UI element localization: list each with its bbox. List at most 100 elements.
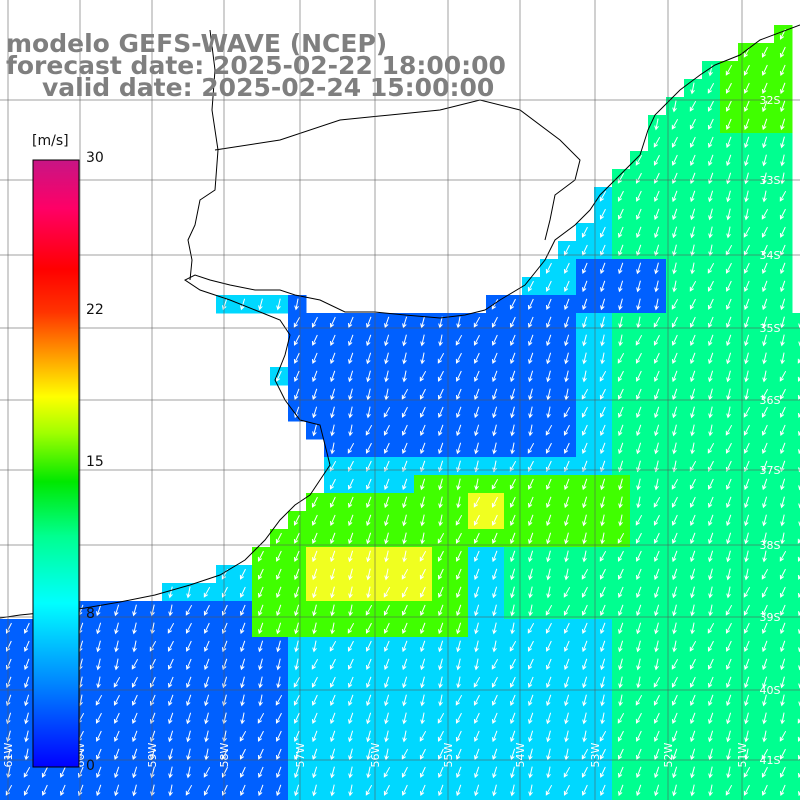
wind-arrow [329, 496, 336, 508]
wind-arrow [330, 784, 335, 797]
wind-arrow [600, 622, 606, 635]
wind-arrow [581, 226, 588, 238]
wind-arrow [780, 100, 786, 113]
wind-arrow [689, 514, 696, 527]
wind-arrow [492, 370, 498, 383]
wind-arrow [383, 784, 390, 796]
wind-arrow [635, 694, 643, 706]
wind-arrow [528, 334, 534, 347]
wind-arrow [258, 676, 263, 689]
wind-arrow [419, 550, 427, 562]
wind-arrow [276, 676, 281, 689]
wind-arrow [509, 460, 517, 472]
wind-arrow [330, 766, 335, 779]
wind-arrow [24, 748, 29, 761]
wind-arrow [527, 658, 534, 670]
wind-arrow [239, 568, 246, 580]
wind-arrow [708, 154, 714, 167]
wind-arrow [672, 190, 678, 203]
wind-arrow [780, 172, 785, 185]
wind-arrow [185, 784, 193, 796]
wind-arrow [725, 478, 732, 491]
wind-arrow [366, 334, 372, 347]
wind-arrow [618, 496, 623, 509]
wind-arrow [780, 694, 785, 707]
wind-arrow [744, 154, 750, 167]
wind-arrow [348, 568, 353, 581]
wind-arrow [744, 730, 749, 743]
wind-arrow [167, 658, 174, 670]
wind-arrow [743, 640, 750, 653]
wind-arrow [636, 676, 641, 689]
wind-arrow [618, 442, 624, 455]
wind-arrow [509, 316, 516, 328]
wind-arrow [366, 532, 372, 545]
wind-arrow [384, 388, 389, 401]
wind-arrow [635, 532, 642, 544]
wind-arrow [347, 676, 354, 689]
wind-arrow [546, 334, 552, 347]
wind-arrow [492, 766, 498, 779]
wind-arrow [491, 316, 498, 328]
wind-arrow [780, 298, 786, 311]
wind-arrow [546, 766, 551, 779]
latitude-label: 34S [760, 249, 781, 262]
wind-arrow [726, 154, 732, 167]
wind-arrow [366, 568, 371, 581]
wind-arrow [528, 586, 533, 599]
wind-arrow [761, 226, 768, 238]
wind-arrow [509, 496, 516, 508]
wind-arrow [437, 586, 444, 599]
wind-arrow [330, 748, 336, 761]
wind-arrow [600, 316, 605, 329]
wind-arrow [761, 406, 768, 418]
wind-arrow [293, 730, 300, 743]
wind-arrow [761, 748, 769, 760]
wind-arrow [762, 640, 768, 653]
wind-arrow [455, 712, 462, 724]
wind-arrow [761, 82, 768, 95]
wind-arrow [221, 604, 228, 616]
wind-arrow [509, 478, 516, 490]
wind-arrow [654, 262, 659, 275]
wind-arrow [456, 316, 461, 329]
colorbar-tick-30: 30 [86, 150, 104, 166]
wind-arrow [419, 586, 426, 598]
wind-arrow [167, 622, 175, 634]
wind-arrow [168, 730, 174, 743]
wind-arrow [167, 640, 174, 652]
wind-arrow [384, 370, 389, 383]
wind-arrow [365, 424, 373, 436]
wind-arrow [779, 208, 786, 220]
wind-arrow [510, 352, 516, 365]
wind-arrow [474, 406, 480, 419]
wind-arrow [725, 784, 733, 796]
wind-arrow [654, 586, 660, 599]
wind-arrow [438, 694, 443, 707]
longitude-labels: 61W 60W 59W 58W 57W 56W 55W 54W 53W 52W 51W [2, 742, 749, 767]
wind-arrow [797, 736, 800, 742]
latitude-label: 35S [760, 322, 781, 335]
wind-arrow [564, 676, 570, 689]
wind-arrow [294, 640, 299, 653]
wind-arrow [204, 712, 209, 725]
wind-arrow [672, 748, 678, 761]
wind-arrow [510, 442, 515, 455]
wind-arrow [779, 406, 786, 418]
wind-arrow [402, 712, 407, 725]
wind-arrow [347, 640, 354, 652]
wind-arrow [275, 730, 282, 742]
wind-arrow [473, 316, 481, 328]
wind-arrow [546, 712, 552, 725]
wind-arrow [707, 82, 715, 94]
wind-arrow [617, 550, 624, 562]
wind-arrow [311, 658, 319, 670]
wind-arrow [402, 370, 407, 383]
wind-arrow [690, 424, 695, 437]
wind-arrow [618, 676, 623, 689]
wind-arrow [365, 460, 372, 472]
wind-arrow [420, 658, 426, 671]
wind-arrow [744, 694, 750, 707]
wind-arrow [528, 370, 534, 383]
wind-arrow [365, 442, 372, 454]
